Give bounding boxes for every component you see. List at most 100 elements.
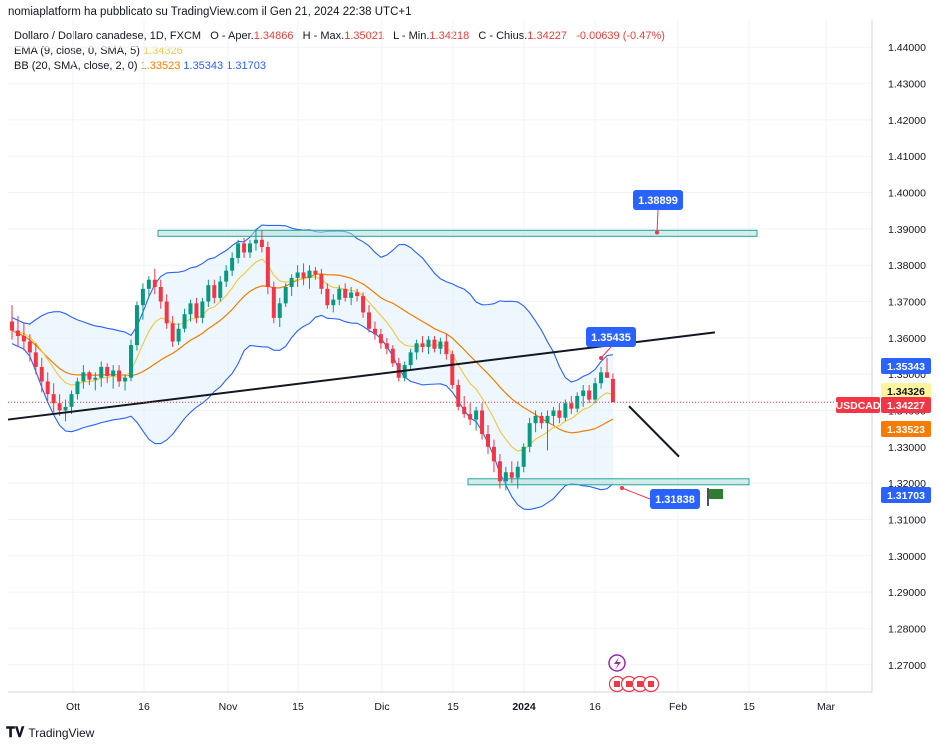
candle-body bbox=[57, 403, 62, 411]
candle-body bbox=[456, 385, 461, 407]
candle-body bbox=[378, 334, 383, 344]
candle-body bbox=[81, 372, 86, 382]
candle-body bbox=[414, 343, 419, 353]
candle-body bbox=[93, 377, 98, 380]
legend-bb-line[interactable]: BB (20, SMA, close, 2, 0) 1.33523 1.3534… bbox=[14, 59, 665, 74]
candle-body bbox=[253, 239, 258, 244]
candle-body bbox=[140, 288, 145, 306]
ema-value: 1.34326 bbox=[143, 45, 183, 57]
annotation-label: 1.38899 bbox=[638, 195, 678, 207]
candle-body bbox=[242, 243, 247, 253]
legend: Dollaro / Dollaro canadese, 1D, FXCM O -… bbox=[14, 29, 665, 74]
ca-flag-center bbox=[637, 681, 643, 687]
price-badge-label: 1.35343 bbox=[887, 361, 925, 373]
candle-body bbox=[188, 303, 193, 315]
candle-body bbox=[271, 286, 276, 318]
candle-body bbox=[69, 394, 74, 407]
candle-body bbox=[39, 366, 44, 382]
y-tick-label: 1.44000 bbox=[888, 42, 926, 54]
candle-body bbox=[450, 354, 455, 386]
legend-symbol-line[interactable]: Dollaro / Dollaro canadese, 1D, FXCM O -… bbox=[14, 29, 665, 44]
annotation-point bbox=[620, 486, 624, 490]
candle-body bbox=[99, 366, 104, 378]
candle-body bbox=[170, 323, 175, 342]
candle-body bbox=[491, 446, 496, 462]
annotation-label: 1.31838 bbox=[655, 494, 695, 506]
candle-body bbox=[134, 305, 139, 346]
candle-body bbox=[599, 372, 604, 384]
y-tick-label: 1.28000 bbox=[888, 623, 926, 635]
candle-body bbox=[509, 472, 514, 478]
annotation-box bbox=[633, 190, 683, 210]
price-badges: 1.35343 1.34326 USDCAD 1.34227 1.33523 1.3170… bbox=[836, 358, 931, 503]
y-tick-label: 1.29000 bbox=[888, 587, 926, 599]
candle-body bbox=[468, 414, 473, 420]
candle-body bbox=[587, 390, 592, 400]
bb-basis-value: 1.33523 bbox=[140, 60, 181, 72]
candle-body bbox=[248, 243, 252, 253]
candle-body bbox=[408, 352, 413, 366]
candle-body bbox=[21, 336, 26, 342]
annotation-connector bbox=[600, 346, 612, 359]
candle-body bbox=[33, 352, 38, 367]
x-tick-label: 15 bbox=[292, 701, 304, 713]
price-badge bbox=[881, 383, 931, 399]
tradingview-logo-icon: 𝐓𝐕 bbox=[6, 724, 25, 740]
candle-body bbox=[176, 328, 181, 342]
candle-body bbox=[27, 341, 32, 353]
x-tick-label: Nov bbox=[219, 701, 238, 713]
price-badge-label: 1.34227 bbox=[887, 400, 925, 412]
x-tick-label: Dic bbox=[374, 701, 389, 713]
candle-body bbox=[75, 381, 80, 395]
candle-body bbox=[212, 285, 217, 298]
candle-body bbox=[497, 461, 502, 482]
candle-body bbox=[355, 292, 360, 297]
candle-body bbox=[45, 381, 50, 395]
x-tick-label: Ott bbox=[66, 701, 80, 713]
y-tick-label: 1.38000 bbox=[888, 260, 926, 272]
annotation-point bbox=[655, 230, 659, 235]
y-tick-label: 1.27000 bbox=[888, 660, 926, 672]
candle-body bbox=[325, 288, 330, 306]
candle-body bbox=[438, 341, 443, 349]
candle-body bbox=[313, 270, 318, 275]
candle-body bbox=[432, 339, 437, 349]
price-badge-label: 1.33523 bbox=[887, 424, 925, 436]
candle-body bbox=[200, 301, 205, 318]
symbol-badge bbox=[836, 397, 880, 413]
candle-body bbox=[444, 341, 449, 355]
price-badge bbox=[881, 487, 931, 503]
annotations[interactable]: 1.38899 1.35435 1.31838 bbox=[586, 190, 700, 509]
horizontal-zones[interactable] bbox=[157, 229, 758, 486]
candle-body bbox=[343, 288, 348, 298]
candle-body bbox=[515, 466, 520, 478]
candle-body bbox=[390, 348, 395, 364]
candle-body bbox=[521, 446, 526, 467]
candle-body bbox=[533, 415, 538, 424]
candle-body bbox=[206, 285, 211, 302]
y-tick-label: 1.33000 bbox=[888, 442, 926, 454]
annotation-box bbox=[650, 489, 700, 509]
legend-ema-line[interactable]: EMA (9, close, 0, SMA, 5) 1.34326 bbox=[14, 44, 665, 59]
candle-body bbox=[218, 281, 223, 298]
candle-body bbox=[283, 286, 288, 304]
y-tick-label: 1.42000 bbox=[888, 115, 926, 127]
candle-body bbox=[289, 277, 294, 287]
candle-body bbox=[557, 410, 562, 418]
y-tick-label: 1.40000 bbox=[888, 188, 926, 200]
candle-body bbox=[331, 299, 336, 306]
low-label: L - Min. bbox=[393, 30, 430, 42]
price-badge-label: 1.34326 bbox=[887, 386, 925, 398]
x-tick-label: 16 bbox=[138, 701, 150, 713]
footer: 𝐓𝐕 TradingView bbox=[6, 724, 94, 741]
candle-body bbox=[551, 410, 556, 416]
y-tick-label: 1.36000 bbox=[888, 333, 926, 345]
candle-body bbox=[295, 272, 300, 278]
change-value: -0.00639 (-0.47%) bbox=[576, 30, 665, 42]
candle-body bbox=[480, 410, 485, 435]
close-value: 1.34227 bbox=[527, 30, 568, 42]
high-value: 1.35021 bbox=[344, 30, 384, 42]
candle-body bbox=[51, 394, 56, 404]
